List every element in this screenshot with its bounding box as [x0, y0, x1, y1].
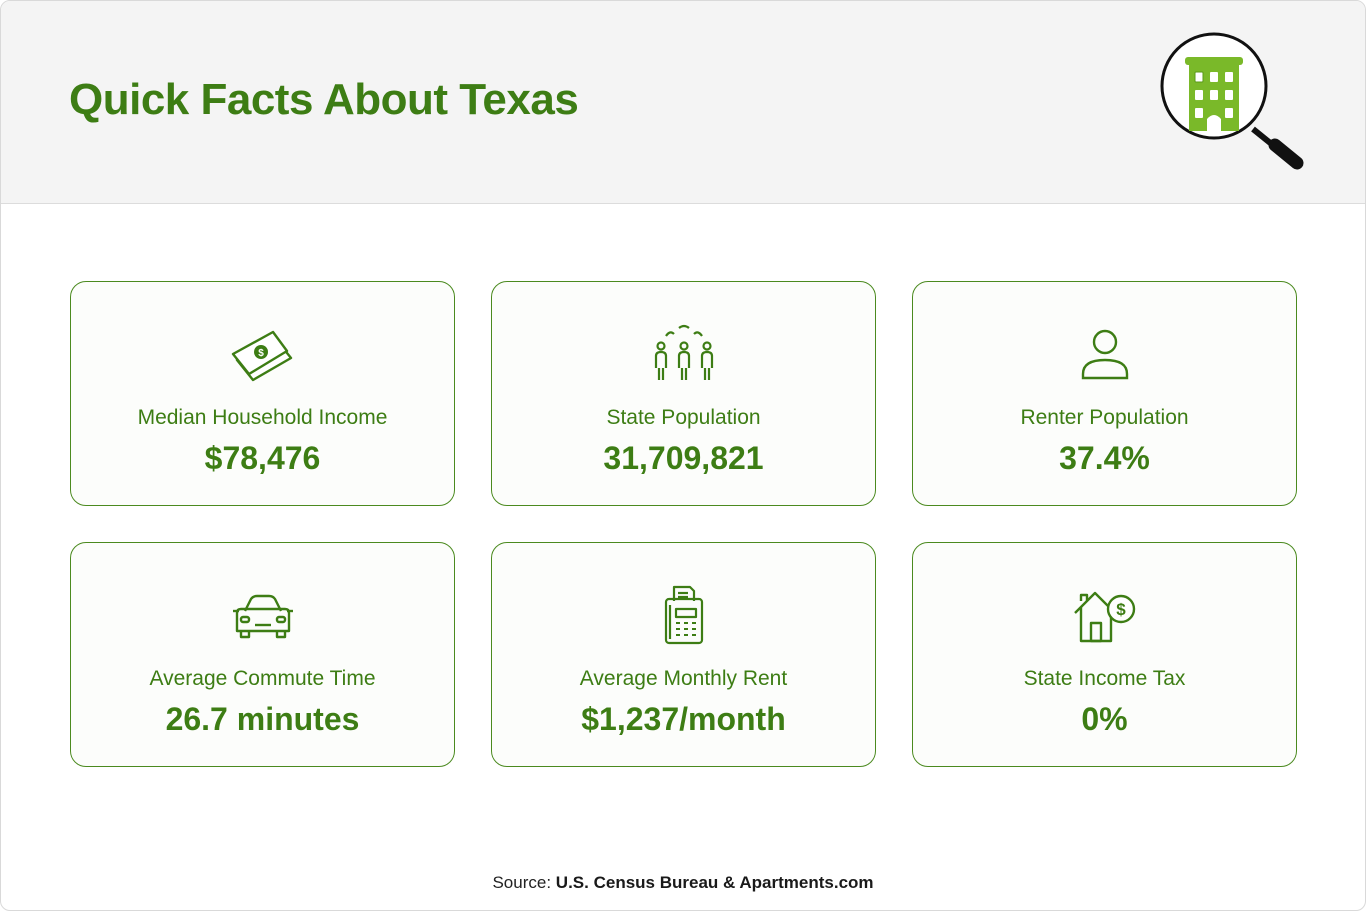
fact-label: Average Commute Time — [149, 667, 376, 690]
cash-icon: $ — [231, 330, 292, 382]
fact-label: Average Monthly Rent — [579, 667, 788, 690]
svg-text:$: $ — [1116, 600, 1126, 619]
source-text: U.S. Census Bureau & Apartments.com — [555, 873, 874, 892]
fact-value: 37.4% — [1059, 440, 1150, 476]
magnifier-building-icon — [1160, 32, 1304, 170]
fact-value: 31,709,821 — [603, 440, 764, 476]
fact-value: 26.7 minutes — [165, 701, 360, 737]
header: Quick Facts About Texas — [1, 1, 1365, 204]
fact-card-renter-population: Renter Population 37.4% — [912, 281, 1297, 506]
facts-grid: $ Median Household Income $78,476 — [70, 281, 1298, 767]
source-note: Source: U.S. Census Bureau & Apartments.… — [1, 873, 1365, 893]
fact-card-state-population: State Population 31,709,821 — [491, 281, 876, 506]
fact-card-median-income: $ Median Household Income $78,476 — [70, 281, 455, 506]
source-prefix: Source: — [492, 873, 552, 892]
fact-card-commute-time: Average Commute Time 26.7 minutes — [70, 542, 455, 767]
svg-text:$: $ — [258, 348, 264, 359]
people-group-icon — [654, 324, 713, 380]
fact-label: State Income Tax — [1023, 667, 1186, 690]
person-icon — [1081, 329, 1128, 380]
fact-value: $78,476 — [204, 440, 321, 476]
page-title: Quick Facts About Texas — [69, 75, 579, 124]
fact-label: State Population — [606, 406, 761, 429]
fact-label: Renter Population — [1020, 406, 1189, 429]
fact-value: 0% — [1081, 701, 1128, 737]
car-icon — [232, 594, 293, 639]
calculator-receipt-icon — [664, 585, 703, 645]
fact-label: Median Household Income — [137, 406, 388, 429]
house-dollar-icon: $ — [1073, 591, 1135, 643]
fact-card-state-income-tax: $ State Income Tax 0% — [912, 542, 1297, 767]
fact-value: $1,237/month — [581, 701, 786, 737]
fact-card-monthly-rent: Average Monthly Rent $1,237/month — [491, 542, 876, 767]
